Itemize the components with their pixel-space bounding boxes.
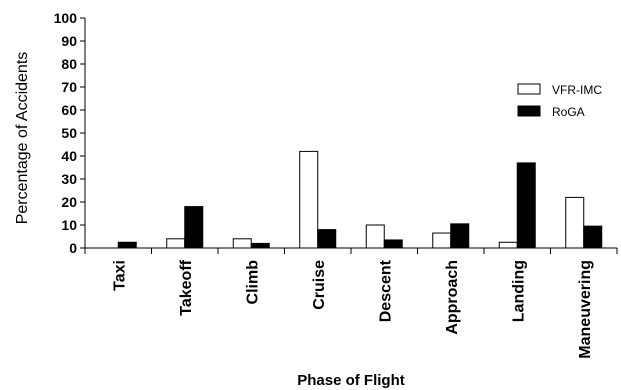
bar-roga-descent <box>383 239 403 249</box>
bar-vfr-imc-climb <box>232 238 252 249</box>
legend-swatch-vfr-imc <box>517 83 541 95</box>
bar-vfr-imc-descent <box>365 224 385 249</box>
bar-vfr-imc-landing <box>498 241 518 249</box>
bar-vfr-imc-maneuvering <box>565 196 585 249</box>
y-tick-label: 90 <box>61 33 77 49</box>
bar-roga-landing <box>516 162 536 249</box>
y-tick-label: 30 <box>61 171 77 187</box>
y-tick-label: 70 <box>61 79 77 95</box>
bars <box>117 150 603 249</box>
legend-label-vfr-imc: VFR-IMC <box>552 83 602 97</box>
legend: VFR-IMC RoGA <box>517 83 602 119</box>
bar-vfr-imc-cruise <box>299 150 319 249</box>
x-axis-ticks: Taxi Takeoff Climb Cruise Descent Approach Lan… <box>84 248 618 359</box>
bar-vfr-imc-takeoff <box>166 238 186 249</box>
y-tick-label: 40 <box>61 148 77 164</box>
bar-roga-climb <box>250 242 270 249</box>
bar-roga-maneuvering <box>583 225 603 249</box>
y-tick-label: 60 <box>61 102 77 118</box>
x-tick-label: Climb <box>244 260 261 305</box>
legend-label-roga: RoGA <box>552 105 585 119</box>
x-tick-label: Takeoff <box>178 259 195 315</box>
y-tick-label: 80 <box>61 56 77 72</box>
x-tick-label: Approach <box>444 260 461 335</box>
bar-roga-takeoff <box>184 206 204 249</box>
y-tick-label: 100 <box>54 10 78 26</box>
x-tick-label: Taxi <box>111 260 128 291</box>
bar-roga-taxi <box>117 241 137 249</box>
y-axis-ticks: 0 10 20 30 40 50 60 70 80 90 100 <box>54 10 85 256</box>
y-tick-label: 10 <box>61 217 77 233</box>
y-tick-label: 50 <box>61 125 77 141</box>
bar-roga-cruise <box>317 229 337 249</box>
y-axis-title: Percentage of Accidents <box>14 52 31 225</box>
x-axis-title: Phase of Flight <box>297 372 405 389</box>
x-tick-label: Landing <box>510 260 527 322</box>
bar-roga-approach <box>450 223 470 249</box>
x-tick-label: Descent <box>377 259 394 322</box>
y-tick-label: 0 <box>69 240 77 256</box>
y-tick-label: 20 <box>61 194 77 210</box>
bar-vfr-imc-approach <box>432 232 452 249</box>
x-tick-label: Maneuvering <box>577 260 594 359</box>
legend-swatch-roga <box>517 105 541 117</box>
x-tick-label: Cruise <box>311 260 328 310</box>
